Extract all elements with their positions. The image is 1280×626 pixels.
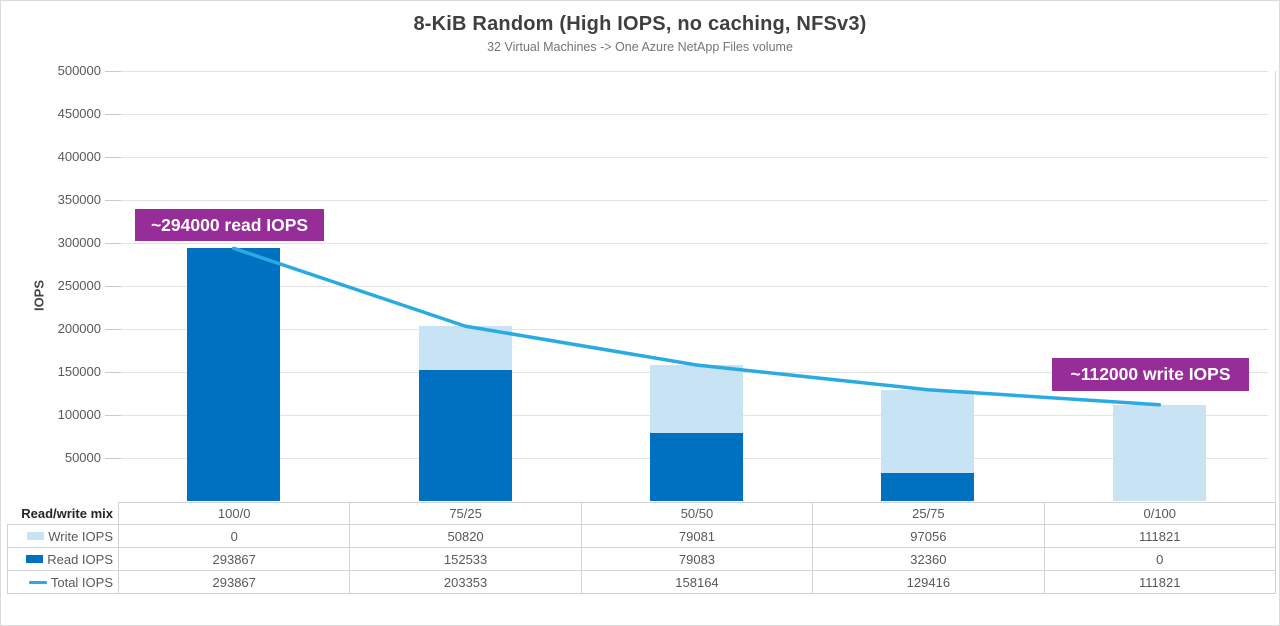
y-tick-label: 400000 bbox=[57, 149, 101, 164]
legend-series-name: Write IOPS bbox=[48, 528, 113, 544]
y-tick-label: 450000 bbox=[57, 106, 101, 121]
gridline bbox=[105, 114, 1268, 115]
bar-read-iops bbox=[418, 369, 512, 501]
bar-write-iops bbox=[881, 389, 975, 474]
y-axis-tick bbox=[105, 71, 121, 72]
table-cell: 25/75 bbox=[812, 502, 1045, 525]
y-axis-tick bbox=[105, 114, 121, 115]
y-tick-label: 200000 bbox=[57, 321, 101, 336]
y-tick-label: 250000 bbox=[57, 278, 101, 293]
table-cell: 79081 bbox=[580, 524, 814, 548]
bar-write-iops bbox=[418, 326, 512, 370]
legend-line-swatch bbox=[28, 580, 47, 584]
legend-color-swatch bbox=[27, 532, 45, 541]
table-cell: 111821 bbox=[1043, 570, 1276, 594]
row-header-read-write-mix: Read/write mix bbox=[7, 502, 119, 525]
table-row: Total IOPS 293867 203353 158164 129416 111821 bbox=[7, 570, 1276, 594]
legend-color-swatch bbox=[26, 555, 44, 564]
y-axis-tick bbox=[105, 458, 121, 459]
table-cell: 0/100 bbox=[1043, 502, 1276, 525]
gridline bbox=[105, 71, 1268, 72]
legend-series-name: Total IOPS bbox=[50, 574, 113, 590]
y-tick-label: 50000 bbox=[64, 450, 101, 465]
annotation-read-iops: ~294000 read IOPS bbox=[135, 209, 324, 241]
table-cell: 50820 bbox=[349, 524, 582, 548]
bar-write-iops bbox=[1112, 404, 1206, 501]
y-tick-label: 300000 bbox=[57, 235, 101, 250]
y-tick-label: 150000 bbox=[57, 364, 101, 379]
table-row: Read IOPS 293867 152533 79083 32360 0 bbox=[7, 547, 1276, 571]
series-row-total-iops: Total IOPS bbox=[7, 570, 119, 594]
table-cell: 0 bbox=[1043, 547, 1276, 571]
y-axis-tick bbox=[105, 415, 121, 416]
series-row-read-iops: Read IOPS bbox=[7, 547, 119, 571]
table-cell: 50/50 bbox=[580, 502, 814, 525]
data-table: Read/write mix 100/0 75/25 50/50 25/75 0/100 W… bbox=[7, 502, 1276, 594]
chart-subtitle: 32 Virtual Machines -> One Azure NetApp … bbox=[487, 40, 793, 54]
gridline bbox=[105, 200, 1268, 201]
bar-read-iops bbox=[881, 473, 975, 501]
plot-right-border bbox=[1275, 71, 1276, 502]
chart-title: 8-KiB Random (High IOPS, no caching, NFS… bbox=[413, 13, 867, 35]
table-cell: 32360 bbox=[812, 547, 1045, 571]
bar-read-iops bbox=[187, 248, 281, 501]
y-tick-label: 500000 bbox=[57, 63, 101, 78]
y-axis-tick bbox=[105, 329, 121, 330]
gridline bbox=[105, 157, 1268, 158]
table-cell: 129416 bbox=[812, 570, 1045, 594]
legend-series-name: Read IOPS bbox=[47, 551, 113, 567]
annotation-write-iops: ~112000 write IOPS bbox=[1052, 358, 1249, 391]
table-cell: 100/0 bbox=[117, 502, 351, 525]
table-cell: 203353 bbox=[349, 570, 582, 594]
y-tick-label: 100000 bbox=[57, 407, 101, 422]
y-axis-tick bbox=[105, 286, 121, 287]
table-cell: 111821 bbox=[1043, 524, 1276, 548]
bar-write-iops bbox=[650, 364, 743, 433]
y-axis-tick bbox=[105, 243, 121, 244]
table-cell: 97056 bbox=[812, 524, 1045, 548]
y-tick-label: 350000 bbox=[57, 192, 101, 207]
table-cell: 75/25 bbox=[349, 502, 582, 525]
table-cell: 293867 bbox=[117, 570, 351, 594]
table-cell: 152533 bbox=[349, 547, 582, 571]
table-cell: 158164 bbox=[580, 570, 814, 594]
table-cell: 79083 bbox=[580, 547, 814, 571]
table-row: Write IOPS 0 50820 79081 97056 111821 bbox=[7, 524, 1276, 548]
table-cell: 0 bbox=[117, 524, 351, 548]
gridline bbox=[105, 243, 1268, 244]
table-cell: 293867 bbox=[117, 547, 351, 571]
bar-read-iops bbox=[650, 432, 743, 501]
y-axis-tick bbox=[105, 200, 121, 201]
y-axis-tick bbox=[105, 157, 121, 158]
series-row-write-iops: Write IOPS bbox=[7, 524, 119, 548]
table-row: Read/write mix 100/0 75/25 50/50 25/75 0/100 bbox=[7, 502, 1276, 525]
y-axis-tick bbox=[105, 372, 121, 373]
